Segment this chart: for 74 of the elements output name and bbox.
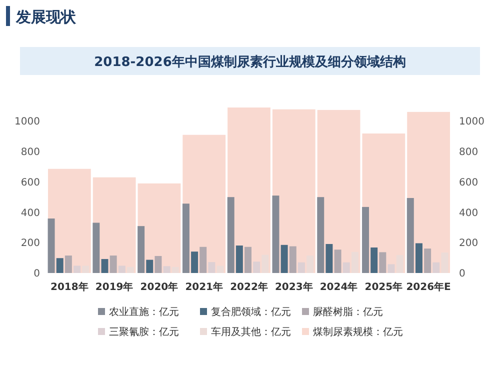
bar (101, 259, 108, 273)
bar (272, 196, 280, 273)
bar (406, 198, 414, 273)
bar (200, 246, 207, 273)
bar (326, 244, 333, 273)
bar (48, 218, 55, 273)
y-tick-label: 600 (20, 177, 40, 188)
bar (127, 266, 134, 273)
bar (362, 206, 369, 273)
x-tick-label: 2023年 (274, 281, 313, 293)
bar (236, 246, 243, 273)
bar (415, 243, 422, 273)
y-tick-label: 800 (20, 147, 40, 158)
bar (289, 246, 296, 273)
x-tick-label: 2021年 (185, 281, 224, 293)
bar (56, 258, 64, 273)
bar (82, 266, 90, 273)
y2-tick-label: 600 (459, 177, 478, 188)
bar (64, 256, 72, 273)
y2-tick-label: 200 (459, 238, 478, 250)
y2-tick-label: 400 (459, 208, 478, 219)
bar (172, 266, 179, 273)
legend-label: 脲醛树脂：亿元 (313, 306, 383, 318)
bar (118, 266, 126, 273)
bar (334, 250, 342, 273)
bar (182, 204, 190, 273)
bar (351, 252, 358, 273)
x-tick-label: 2025年 (364, 281, 403, 293)
bar (244, 246, 252, 273)
bar (216, 266, 224, 273)
bar (441, 252, 448, 273)
bar (370, 247, 378, 273)
bar (74, 266, 81, 273)
x-tick-label: 2024年 (320, 281, 358, 293)
y-tick-label: 200 (20, 238, 40, 250)
y-tick-label: 1000 (14, 116, 40, 128)
x-tick-label: 2022年 (230, 281, 268, 293)
bar (298, 262, 305, 273)
bar (280, 244, 288, 273)
x-tick-label: 2026年E (406, 281, 452, 293)
text: 发展现状 (15, 8, 77, 26)
bar (396, 255, 404, 273)
x-tick-label: 2018年 (50, 281, 88, 293)
bar (432, 262, 440, 273)
y2-tick-label: 1000 (459, 116, 484, 128)
bar (317, 197, 324, 273)
bar (110, 256, 117, 273)
legend-label: 复合肥领域：亿元 (211, 306, 291, 318)
bar (138, 226, 145, 273)
y-tick-label: 400 (20, 208, 40, 219)
x-tick-label: 2019年 (95, 281, 134, 293)
bar (424, 248, 432, 273)
legend-label: 车用及其他：亿元 (211, 326, 291, 338)
bar (146, 260, 154, 273)
legend-label: 农业直施：亿元 (109, 306, 179, 318)
bar (342, 262, 350, 273)
bar (253, 262, 260, 273)
y2-tick-label: 800 (459, 147, 478, 158)
bar (154, 256, 162, 273)
bar (191, 252, 198, 273)
bar (388, 264, 395, 273)
chart-title: 2018-2026年中国煤制尿素行业规模及细分领域结构 (94, 54, 406, 70)
bar (227, 197, 234, 273)
y-tick-label: 0 (34, 268, 40, 280)
legend-label: 三聚氰胺：亿元 (109, 326, 179, 338)
bar (379, 252, 386, 273)
bar (306, 256, 314, 273)
bar (262, 254, 269, 273)
legend-label: 煤制尿素规模：亿元 (313, 326, 403, 338)
bar (208, 262, 216, 273)
y2-tick-label: 0 (459, 268, 466, 280)
bar (92, 222, 100, 273)
bar (163, 266, 170, 273)
x-tick-label: 2020年 (140, 281, 178, 293)
